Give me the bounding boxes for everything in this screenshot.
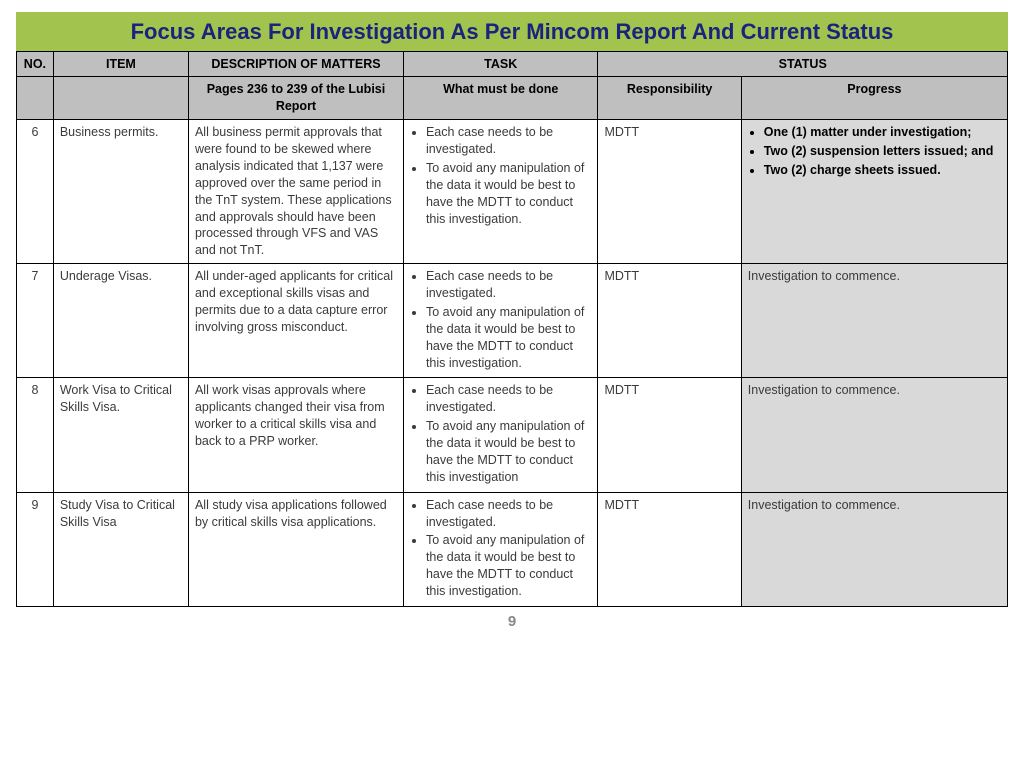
page-number: 9 [16, 613, 1008, 630]
cell-no: 8 [17, 378, 54, 492]
col-header-desc: DESCRIPTION OF MATTERS [188, 51, 403, 77]
cell-description: All work visas approvals where applicant… [188, 378, 403, 492]
progress-item: Two (2) charge sheets issued. [764, 162, 1001, 179]
col-header-no: NO. [17, 51, 54, 77]
table-header-row-1: NO. ITEM DESCRIPTION OF MATTERS TASK STA… [17, 51, 1008, 77]
table-row: 7Underage Visas.All under-aged applicant… [17, 264, 1008, 378]
cell-task: Each case needs to be investigated.To av… [403, 264, 598, 378]
task-item: Each case needs to be investigated. [426, 497, 592, 531]
cell-description: All study visa applications followed by … [188, 492, 403, 606]
cell-task: Each case needs to be investigated.To av… [403, 378, 598, 492]
cell-description: All under-aged applicants for critical a… [188, 264, 403, 378]
table-row: 9Study Visa to Critical Skills VisaAll s… [17, 492, 1008, 606]
cell-progress: Investigation to commence. [741, 492, 1007, 606]
cell-no: 7 [17, 264, 54, 378]
col-header-status: STATUS [598, 51, 1008, 77]
task-item: To avoid any manipulation of the data it… [426, 160, 592, 228]
cell-item: Study Visa to Critical Skills Visa [53, 492, 188, 606]
col-header-task: TASK [403, 51, 598, 77]
col-subheader-resp: Responsibility [598, 77, 741, 120]
cell-no: 9 [17, 492, 54, 606]
table-row: 8Work Visa to Critical Skills Visa.All w… [17, 378, 1008, 492]
task-item: To avoid any manipulation of the data it… [426, 532, 592, 600]
cell-task: Each case needs to be investigated.To av… [403, 492, 598, 606]
cell-responsibility: MDTT [598, 264, 741, 378]
col-subheader-item [53, 77, 188, 120]
cell-progress: Investigation to commence. [741, 378, 1007, 492]
cell-responsibility: MDTT [598, 378, 741, 492]
table-row: 6Business permits.All business permit ap… [17, 120, 1008, 264]
cell-description: All business permit approvals that were … [188, 120, 403, 264]
task-item: Each case needs to be investigated. [426, 382, 592, 416]
cell-responsibility: MDTT [598, 120, 741, 264]
cell-task: Each case needs to be investigated.To av… [403, 120, 598, 264]
col-subheader-no [17, 77, 54, 120]
task-item: Each case needs to be investigated. [426, 268, 592, 302]
col-subheader-task: What must be done [403, 77, 598, 120]
cell-item: Underage Visas. [53, 264, 188, 378]
col-header-item: ITEM [53, 51, 188, 77]
page-title: Focus Areas For Investigation As Per Min… [16, 12, 1008, 51]
cell-progress: Investigation to commence. [741, 264, 1007, 378]
progress-item: One (1) matter under investigation; [764, 124, 1001, 141]
progress-item: Two (2) suspension letters issued; and [764, 143, 1001, 160]
table-body: 6Business permits.All business permit ap… [17, 120, 1008, 607]
col-subheader-desc: Pages 236 to 239 of the Lubisi Report [188, 77, 403, 120]
table-header-row-2: Pages 236 to 239 of the Lubisi Report Wh… [17, 77, 1008, 120]
cell-progress: One (1) matter under investigation; Two (… [741, 120, 1007, 264]
cell-item: Business permits. [53, 120, 188, 264]
col-subheader-prog: Progress [741, 77, 1007, 120]
slide-page: Focus Areas For Investigation As Per Min… [0, 0, 1024, 634]
focus-areas-table: NO. ITEM DESCRIPTION OF MATTERS TASK STA… [16, 51, 1008, 607]
cell-responsibility: MDTT [598, 492, 741, 606]
task-item: To avoid any manipulation of the data it… [426, 418, 592, 486]
cell-item: Work Visa to Critical Skills Visa. [53, 378, 188, 492]
task-item: Each case needs to be investigated. [426, 124, 592, 158]
task-item: To avoid any manipulation of the data it… [426, 304, 592, 372]
cell-no: 6 [17, 120, 54, 264]
